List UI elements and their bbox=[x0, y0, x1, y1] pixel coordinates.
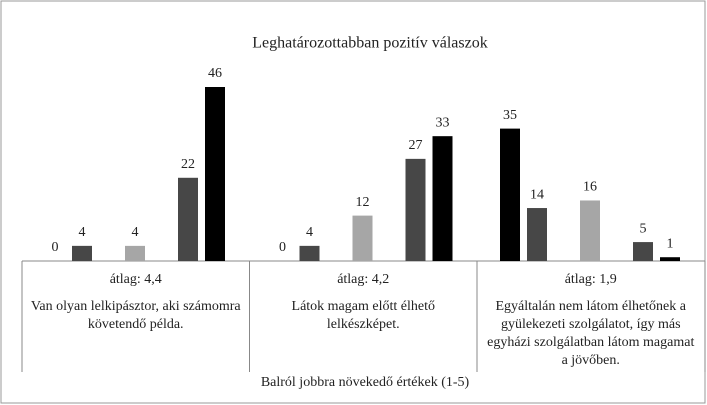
bar bbox=[633, 242, 653, 261]
category-label: Látok magam előtt élhető lelkészképet. bbox=[291, 299, 435, 332]
bar bbox=[432, 136, 453, 261]
bar bbox=[352, 215, 373, 261]
value-label: 1 bbox=[667, 236, 674, 251]
value-label: 4 bbox=[132, 225, 139, 240]
bar bbox=[660, 257, 680, 261]
value-label: 5 bbox=[640, 221, 647, 236]
category-note: átlag: 1,9 bbox=[564, 272, 617, 287]
value-label: 22 bbox=[181, 157, 195, 172]
category-label: Van olyan lelkipásztor, aki számomra köv… bbox=[30, 299, 241, 332]
value-label: 12 bbox=[356, 195, 370, 210]
value-label: 14 bbox=[530, 187, 544, 202]
category-note: átlag: 4,2 bbox=[337, 272, 390, 287]
value-label: 0 bbox=[279, 240, 286, 255]
bar bbox=[125, 245, 145, 261]
bar bbox=[205, 87, 225, 261]
bar bbox=[72, 245, 92, 261]
value-label: 27 bbox=[409, 138, 423, 153]
bar bbox=[527, 208, 547, 261]
category-label: Egyáltalán nem látom élhetőnek a gyüleke… bbox=[487, 299, 695, 368]
value-label: 46 bbox=[208, 66, 222, 81]
chart-title: Leghatározottabban pozitív válaszok bbox=[252, 35, 487, 52]
bar bbox=[405, 158, 426, 261]
x-axis-label: Balról jobbra növekedő értékek (1-5) bbox=[261, 375, 470, 390]
bar bbox=[178, 177, 198, 261]
value-label: 33 bbox=[436, 115, 450, 130]
bar bbox=[580, 200, 600, 261]
bar bbox=[299, 245, 320, 261]
category-note: átlag: 4,4 bbox=[109, 272, 162, 287]
value-label: 16 bbox=[583, 180, 597, 195]
value-label: 35 bbox=[503, 108, 517, 123]
value-label: 4 bbox=[79, 225, 86, 240]
value-label: 0 bbox=[52, 240, 59, 255]
bar bbox=[500, 128, 520, 261]
value-label: 4 bbox=[306, 225, 313, 240]
